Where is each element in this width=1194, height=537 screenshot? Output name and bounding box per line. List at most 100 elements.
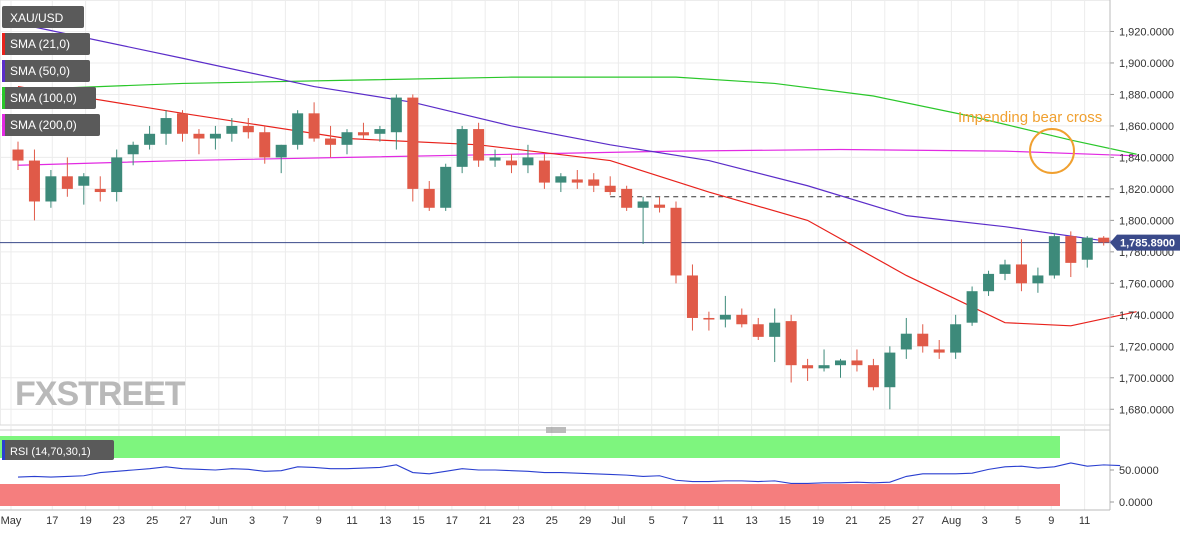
indicator-swatch bbox=[2, 87, 5, 109]
date-tick-label: 9 bbox=[1048, 515, 1054, 527]
price-tick-label: 1,700.0000 bbox=[1119, 373, 1174, 385]
candle-body bbox=[374, 129, 386, 134]
candle-body bbox=[325, 138, 337, 145]
grid bbox=[0, 0, 1111, 510]
indicator-label: SMA (100,0) bbox=[10, 91, 77, 105]
indicator-label-bg bbox=[2, 33, 90, 55]
candle-body bbox=[851, 360, 863, 366]
candle-body bbox=[390, 97, 402, 133]
price-tick-label: 1,920.0000 bbox=[1119, 26, 1174, 38]
candle-body bbox=[1098, 237, 1110, 243]
candle-body bbox=[259, 132, 271, 158]
candle-body bbox=[752, 324, 764, 337]
annotation-circle bbox=[1029, 128, 1075, 174]
candle-body bbox=[522, 157, 534, 166]
indicator-label: SMA (200,0) bbox=[10, 118, 77, 132]
candle-body bbox=[473, 129, 485, 161]
candle-body bbox=[736, 314, 748, 325]
date-tick-label: 23 bbox=[113, 515, 125, 527]
annotation-text: Impending bear cross bbox=[958, 109, 1102, 126]
last-price-tag-bg bbox=[1110, 234, 1180, 251]
price-panel-bg bbox=[0, 0, 1111, 426]
price-tick-label: 1,740.0000 bbox=[1119, 310, 1174, 322]
candle-body bbox=[28, 160, 40, 202]
date-tick-label: 5 bbox=[1015, 515, 1021, 527]
date-tick-label: 3 bbox=[249, 515, 255, 527]
candle-body bbox=[604, 185, 616, 193]
candle-body bbox=[12, 149, 24, 161]
candle-body bbox=[423, 188, 435, 208]
rsi-tick-label: 50.0000 bbox=[1119, 465, 1159, 477]
indicator-label: SMA (50,0) bbox=[10, 64, 70, 78]
candle-body bbox=[357, 132, 369, 136]
overlays: FXSTREET Impending bear cross bbox=[0, 109, 1110, 433]
date-tick-label: 19 bbox=[79, 515, 91, 527]
candle-body bbox=[900, 333, 912, 350]
legend: XAU/USD SMA (21,0) SMA (50,0) SMA (100,0) SM… bbox=[2, 6, 100, 136]
candle-body bbox=[242, 125, 254, 133]
candle-body bbox=[193, 133, 205, 139]
candle-body bbox=[637, 201, 649, 208]
candle-body bbox=[818, 365, 830, 369]
candle-body bbox=[144, 133, 156, 145]
rsi-label: RSI (14,70,30,1) bbox=[10, 446, 91, 458]
date-tick-label: 13 bbox=[379, 515, 391, 527]
candle-body bbox=[884, 352, 896, 388]
candle-body bbox=[94, 188, 106, 193]
date-tick-label: 21 bbox=[845, 515, 857, 527]
price-tick-label: 1,760.0000 bbox=[1119, 278, 1174, 290]
price-axis: 1,680.0000 1,700.0000 1,720.0000 1,740.0000… bbox=[1109, 0, 1174, 510]
candle-body bbox=[999, 264, 1011, 274]
candle-body bbox=[933, 349, 945, 353]
date-tick-label: Aug bbox=[942, 515, 962, 527]
price-tick-label: 1,860.0000 bbox=[1119, 121, 1174, 133]
candle-body bbox=[341, 132, 353, 145]
date-tick-label: Jul bbox=[611, 515, 625, 527]
candle-body bbox=[1032, 275, 1044, 284]
date-tick-label: 27 bbox=[912, 515, 924, 527]
price-tick-label: 1,840.0000 bbox=[1119, 152, 1174, 164]
sma100-line bbox=[17, 76, 1137, 155]
candle-body bbox=[538, 160, 550, 183]
candle-body bbox=[78, 176, 90, 186]
date-tick-label: 9 bbox=[316, 515, 322, 527]
indicator-swatch bbox=[2, 60, 5, 82]
indicator-label-bg bbox=[2, 60, 90, 82]
date-tick-label: 5 bbox=[649, 515, 655, 527]
date-tick-label: 25 bbox=[879, 515, 891, 527]
candle-body bbox=[588, 179, 600, 186]
price-tick-label: 1,900.0000 bbox=[1119, 58, 1174, 70]
price-tick-label: 1,880.0000 bbox=[1119, 89, 1174, 101]
candle-body bbox=[177, 113, 188, 134]
candle-body bbox=[966, 291, 978, 323]
date-tick-label: 11 bbox=[346, 515, 357, 527]
date-tick-label: 11 bbox=[713, 515, 724, 527]
date-tick-label: 23 bbox=[512, 515, 524, 527]
rsi-oversold-zone bbox=[0, 484, 1060, 506]
date-tick-label: 13 bbox=[745, 515, 757, 527]
date-tick-label: 29 bbox=[579, 515, 591, 527]
candle-body bbox=[1065, 236, 1077, 263]
candle-body bbox=[45, 176, 57, 202]
date-axis: May 17 19 23 25 27 Jun 3 7 9 11 13 15 17 21 23 25 29 Jul 5 7… bbox=[0, 509, 1110, 527]
candle-body bbox=[867, 365, 879, 388]
candle-body bbox=[703, 317, 715, 320]
rsi-line bbox=[17, 462, 1121, 484]
candle-body bbox=[506, 160, 517, 166]
candle-body bbox=[1015, 264, 1027, 284]
candle-body bbox=[686, 275, 698, 318]
date-tick-label: 15 bbox=[779, 515, 791, 527]
indicator-swatch bbox=[2, 33, 5, 55]
date-tick-label: 7 bbox=[682, 515, 688, 527]
candle-body bbox=[275, 144, 287, 158]
candles bbox=[12, 94, 1110, 410]
date-tick-label: 3 bbox=[982, 515, 988, 527]
candle-body bbox=[127, 144, 139, 155]
price-tick-label: 1,820.0000 bbox=[1119, 184, 1174, 196]
date-tick-label: 17 bbox=[46, 515, 58, 527]
date-tick-label: May bbox=[1, 515, 22, 527]
candle-body bbox=[160, 118, 172, 134]
last-price-tag: 1,785.8900 bbox=[1110, 234, 1180, 251]
date-tick-label: 11 bbox=[1079, 515, 1090, 527]
